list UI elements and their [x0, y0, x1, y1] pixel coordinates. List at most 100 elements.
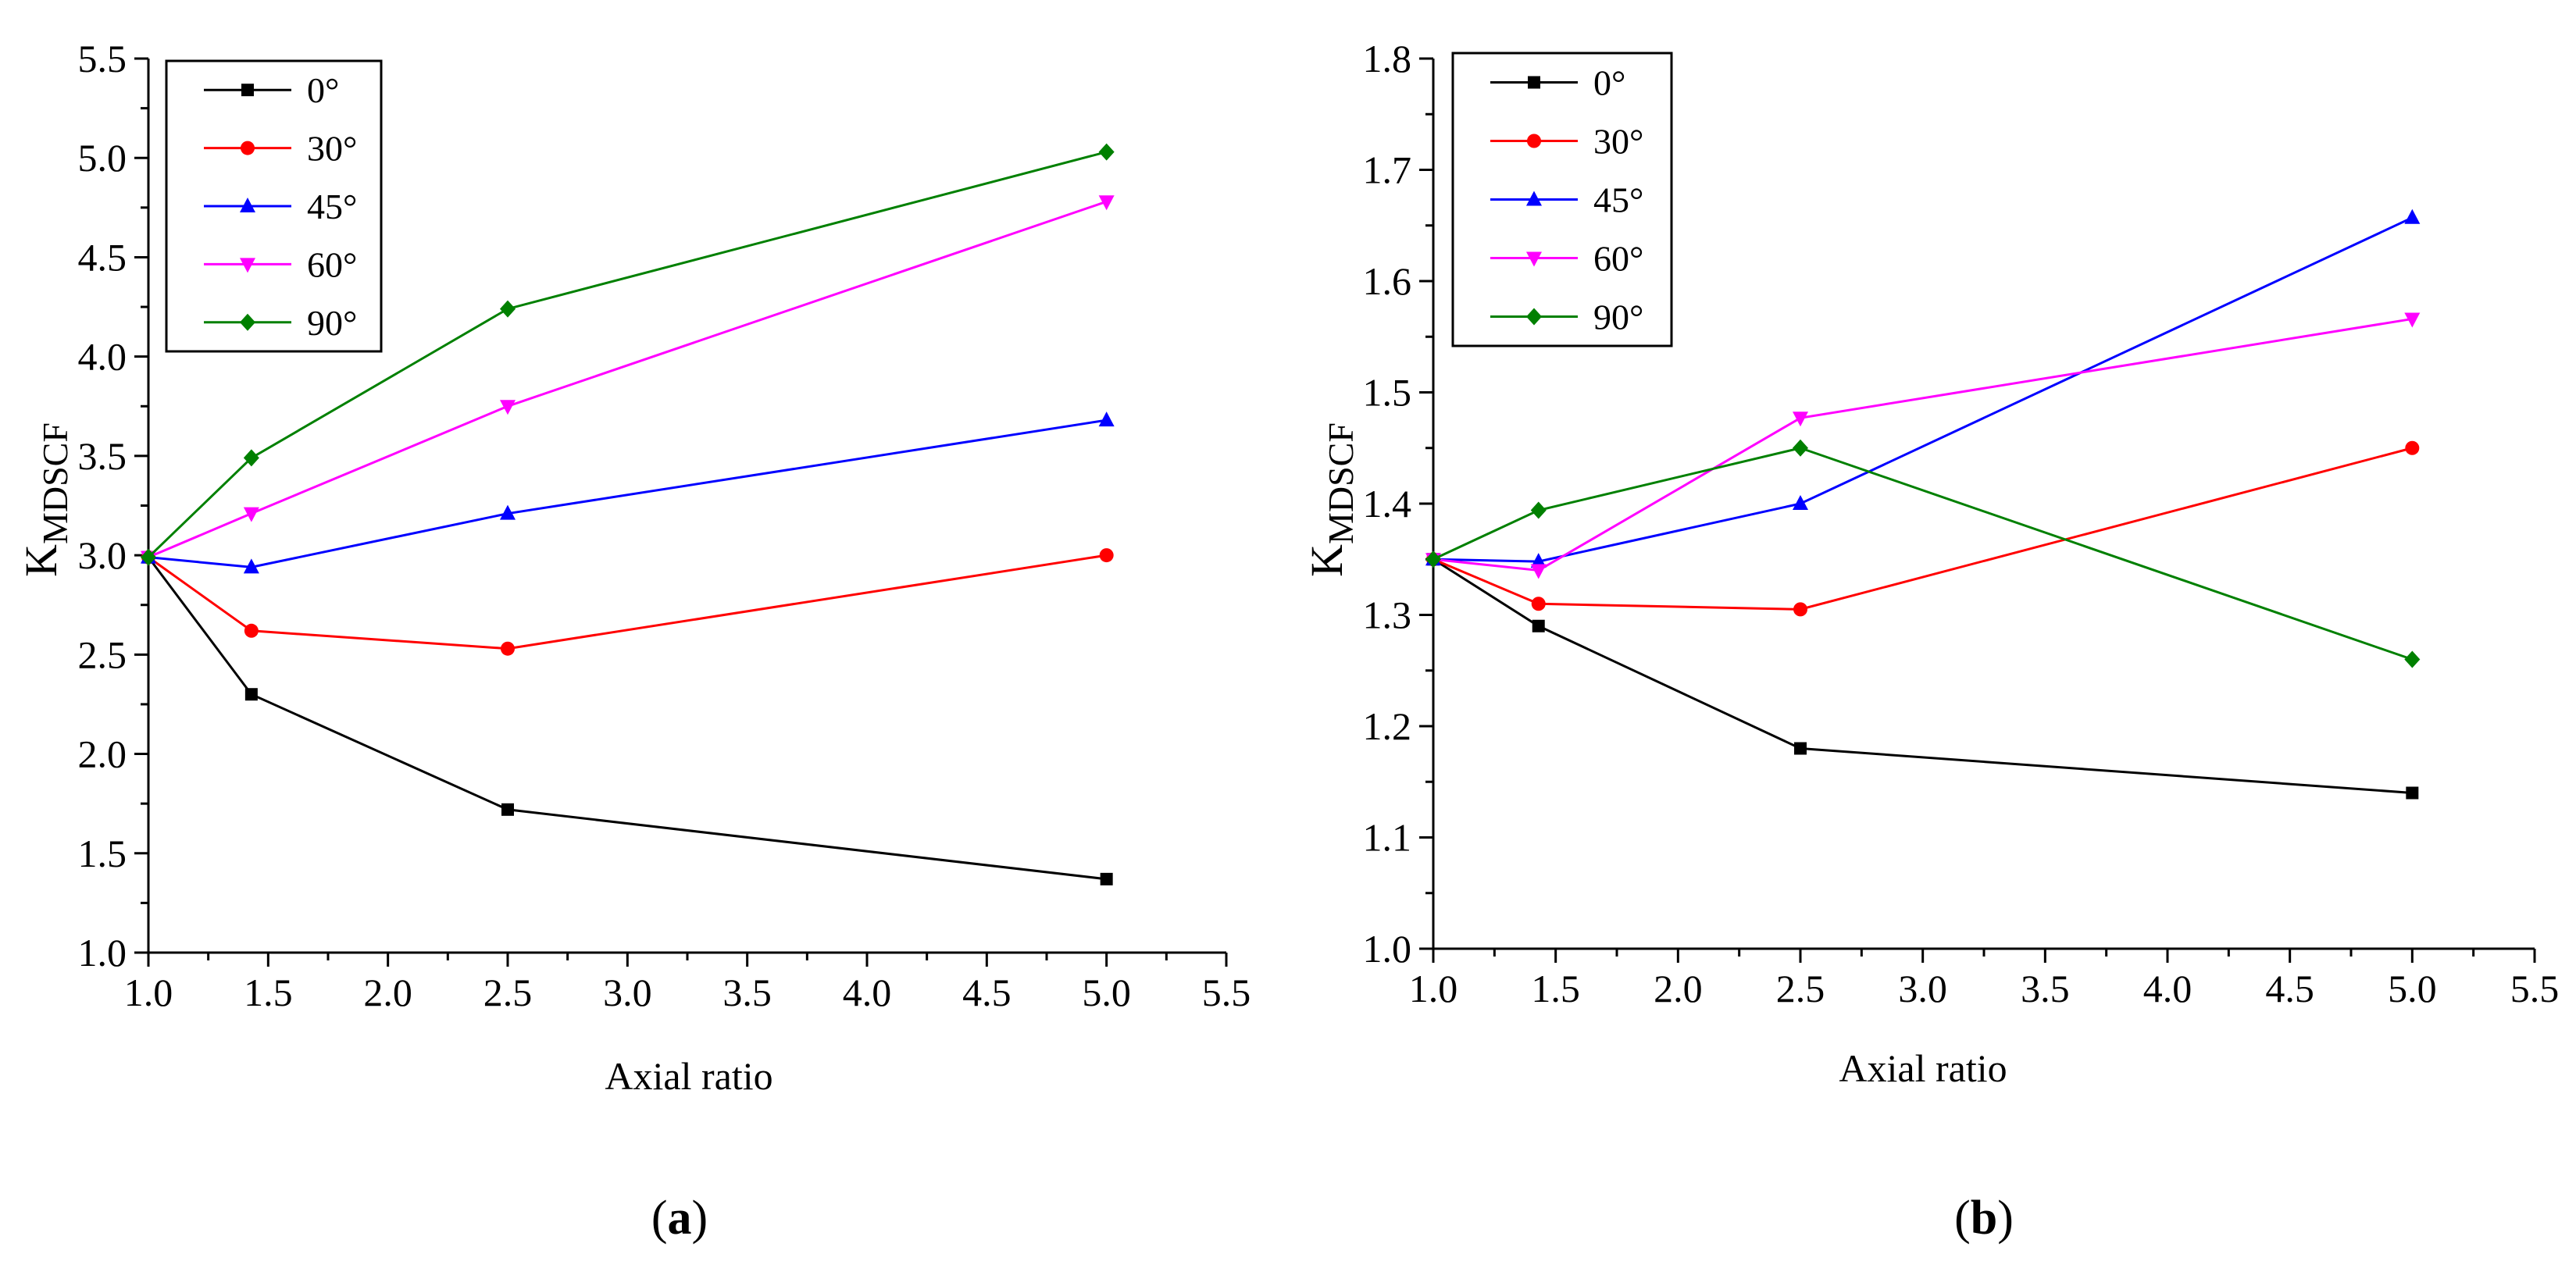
- panel-b-y-tick-label: 1.6: [1363, 259, 1412, 303]
- chart-panel-b: 1.0 1.5 2.0 2.5 3.0 3.5 4.0 4.5 5.0 5.5 1.0 1.1 1.2 1…: [1301, 37, 2559, 1245]
- chart-panel-a: 1.0 1.5 2.0 2.5 3.0 3.5 4.0 4.5 5.0 5.5 1.0 1.5 2.0 2…: [16, 37, 1251, 1245]
- panel-b-x-tick-label: 3.5: [2021, 967, 2070, 1010]
- panel-b-data-point: [1793, 439, 1808, 457]
- panel-b-data-point: [2404, 312, 2421, 328]
- panel-b-data-point: [1793, 411, 1808, 427]
- panel-a-y-tick-label: 2.5: [78, 632, 127, 676]
- panel-b-x-tick-label: 1.5: [1531, 967, 1580, 1010]
- panel-a-data-point: [500, 300, 516, 318]
- panel-a-data-point: [244, 623, 259, 638]
- panel-b-data-point: [1793, 602, 1807, 617]
- panel-b-y-tick-label: 1.5: [1363, 371, 1412, 415]
- panel-a-data-point: [500, 504, 516, 520]
- panel-a-label-letter: a: [668, 1192, 692, 1245]
- panel-a-label: (a): [651, 1192, 708, 1245]
- panel-b-data-point: [1530, 553, 1547, 568]
- panel-b-y-tick-label: 1.3: [1363, 593, 1412, 637]
- panel-a-x-tick-label: 4.0: [843, 971, 892, 1014]
- panel-a-y-tick-label: 3.5: [78, 434, 127, 478]
- panel-a-y-tick-label: 1.0: [78, 931, 127, 974]
- panel-a-y-tick-label: 2.0: [78, 732, 127, 776]
- panel-b-x-tick-label: 2.5: [1776, 967, 1825, 1010]
- panel-b-x-tick-label: 4.5: [2265, 967, 2314, 1010]
- panel-a-series-line-1: [148, 554, 1107, 650]
- panel-a-legend-label-2: 45°: [307, 187, 357, 226]
- panel-a-legend-label-0: 0°: [307, 70, 339, 110]
- panel-b-legend-marker-2: [1526, 191, 1542, 206]
- panel-b-legend-marker-4: [1526, 308, 1542, 326]
- panel-a-y-tick-label: 3.0: [78, 533, 127, 577]
- panel-a-y-axis-label-main: K: [16, 544, 66, 577]
- panel-a-legend-marker-2: [240, 198, 255, 212]
- panel-a-x-tick-label: 1.5: [244, 971, 293, 1014]
- panel-b-x-axis-label: Axial ratio: [1839, 1046, 2007, 1090]
- panel-a-data-point: [1099, 548, 1114, 563]
- panel-a-y-axis-label: KMDSCF: [16, 422, 75, 577]
- panel-b-legend-label-3: 60°: [1593, 239, 1643, 279]
- panel-a-series-line-3: [148, 200, 1108, 559]
- panel-b-legend-label-2: 45°: [1593, 180, 1643, 220]
- panel-b-x-tick-label: 5.5: [2510, 967, 2560, 1010]
- panel-b-data-point: [1530, 564, 1547, 579]
- panel-b-y-axis-label-main: K: [1301, 544, 1352, 577]
- panel-a-legend-label-1: 30°: [307, 129, 357, 169]
- panel-b-legend-marker-0: [1528, 76, 1540, 89]
- panel-a-y-tick-label: 4.0: [78, 335, 127, 379]
- panel-b-legend-marker-3: [1526, 251, 1542, 267]
- panel-b-x-tick-label: 1.0: [1409, 967, 1458, 1010]
- panel-a-data-point: [1098, 143, 1115, 161]
- panel-a-y-tick-label: 1.5: [78, 832, 127, 875]
- panel-a-x-tick-label: 3.5: [722, 971, 772, 1014]
- panel-a-y-tick-label: 4.5: [78, 235, 127, 279]
- panel-a-series-line-0: [147, 556, 1107, 881]
- panel-a-x-axis-label: Axial ratio: [605, 1054, 772, 1098]
- panel-b-data-point: [2405, 440, 2420, 455]
- panel-b-data-point: [1532, 619, 1545, 632]
- panel-a-legend-marker-4: [240, 313, 255, 331]
- panel-a-series-line-4: [147, 151, 1108, 558]
- panel-b-y-tick-label: 1.1: [1363, 816, 1412, 860]
- panel-b-series-line-2: [1432, 216, 2413, 563]
- panel-b-data-point: [1425, 550, 1441, 568]
- panel-a-data-point: [243, 449, 259, 467]
- panel-a-y-axis-label-sub: MDSCF: [35, 422, 75, 544]
- panel-b-x-tick-label: 2.0: [1654, 967, 1703, 1010]
- panel-b-label-letter: b: [1971, 1192, 1997, 1245]
- panel-b-data-point: [2404, 650, 2421, 668]
- panel-b-y-tick-label: 1.7: [1363, 148, 1412, 192]
- panel-a-legend-label-4: 90°: [307, 303, 357, 343]
- panel-a-data-point: [1098, 195, 1115, 211]
- panel-b-y-tick-label: 1.4: [1363, 482, 1412, 525]
- panel-b-y-axis-label-sub: MDSCF: [1321, 422, 1361, 544]
- panel-a-legend-label-3: 60°: [307, 244, 357, 284]
- panel-a-x-tick-label: 3.0: [603, 971, 652, 1014]
- panel-a-y-tick-label: 5.5: [78, 37, 127, 80]
- panel-a-legend-marker-0: [241, 84, 254, 97]
- panel-b-data-point: [1531, 597, 1546, 611]
- panel-a-data-point: [243, 558, 259, 574]
- panel-b-series-line-0: [1432, 558, 2413, 794]
- panel-b-legend-label-0: 0°: [1593, 63, 1625, 103]
- panel-b-label: (b): [1954, 1192, 2014, 1245]
- panel-b-y-axis-label: KMDSCF: [1301, 422, 1361, 577]
- panel-b-x-tick-label: 4.0: [2143, 967, 2192, 1010]
- panel-a-y-tick-label: 5.0: [78, 136, 127, 180]
- panel-b-y-tick-label: 1.8: [1363, 37, 1412, 80]
- panel-b-data-point: [1794, 742, 1807, 755]
- panel-b-series-line-4: [1432, 447, 2413, 661]
- panel-a-x-tick-label: 4.5: [962, 971, 1011, 1014]
- panel-b-series-line-1: [1432, 447, 2413, 611]
- panel-a-data-point: [243, 507, 259, 522]
- panel-a-legend-marker-1: [241, 141, 255, 155]
- panel-a-data-point: [501, 641, 515, 656]
- panel-a-series-line-2: [148, 419, 1107, 568]
- panel-a-data-point: [500, 400, 516, 415]
- panel-b-legend-marker-1: [1527, 134, 1541, 148]
- panel-b-data-point: [2404, 208, 2421, 224]
- panel-b-x-tick-label: 3.0: [1898, 967, 1947, 1010]
- panel-b-y-tick-label: 1.2: [1363, 704, 1412, 748]
- panel-a-x-tick-label: 2.5: [483, 971, 533, 1014]
- panel-a-data-point: [501, 803, 514, 816]
- panel-a-x-tick-label: 1.0: [124, 971, 173, 1014]
